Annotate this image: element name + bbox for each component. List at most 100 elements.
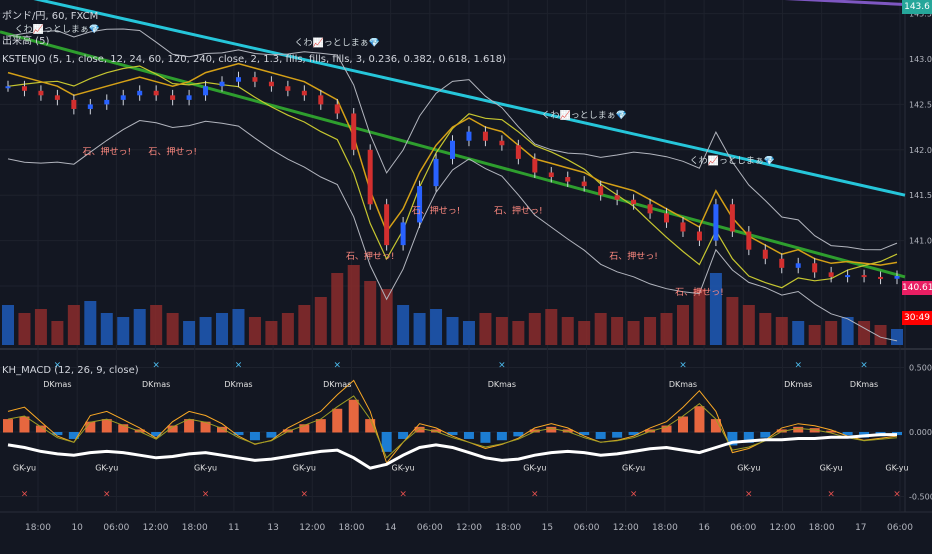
volume-bar [117,317,130,345]
volume-bar [133,309,146,345]
macd-histogram-bar [19,416,30,433]
candle-body [515,145,521,159]
candle-body [845,275,851,278]
macd-top-cross-icon: × [333,360,341,370]
time-tick-label: 12:00 [769,523,795,533]
macd-top-label: DKmas [850,380,878,389]
macd-histogram-bar [743,432,754,443]
volume-bar [479,313,492,345]
candle-body [499,140,505,146]
macd-bottom-label: GK-yu [885,464,908,473]
macd-top-cross-icon: × [498,360,506,370]
volume-bar [578,321,591,345]
volume-bar [726,297,739,345]
macd-histogram-bar [282,429,293,433]
time-tick-label: 15 [542,523,553,533]
macd-histogram-bar [414,426,425,433]
volume-bar [216,313,229,345]
macd-histogram-bar [496,432,507,441]
legend-volume[interactable]: 出来高 (5) [2,36,50,47]
macd-bottom-cross-icon: × [202,490,210,500]
price-tick-label: 141.500 [909,191,932,200]
macd-top-label: DKmas [488,380,516,389]
candle-body [417,186,423,223]
macd-histogram-bar [167,425,178,433]
macd-white-line [7,433,897,470]
macd-histogram-bar [315,419,326,433]
macd-histogram-bar [677,416,688,433]
candle-body [186,95,192,100]
macd-top-label: DKmas [43,380,71,389]
candle-body [433,158,439,187]
lower-band [7,119,898,342]
macd-legend[interactable]: KH_MACD (12, 26, 9, close) [2,365,139,376]
candle-body [21,86,27,91]
candle-body [828,272,834,277]
time-tick-label: 10 [71,523,83,533]
volume-bar [364,281,377,345]
macd-bottom-label: GK-yu [293,464,316,473]
volume-bar [462,321,475,345]
price-tick-label: 142.500 [909,100,932,109]
buy-signal-label: 石、押せっ! [148,145,197,157]
volume-bar [34,309,47,345]
candle-body [664,213,670,223]
candle-body [548,172,554,178]
buy-signal-label: 石、押せっ! [675,286,724,298]
macd-histogram-bar [661,425,672,433]
candle-body [746,231,752,250]
current-price-tag: 140.610 [902,281,932,295]
candle-body [779,258,785,268]
macd-bottom-label: GK-yu [523,464,546,473]
volume-bar [397,305,410,345]
candle-body [713,204,719,241]
candle-body [153,90,159,96]
volume-bar [611,317,624,345]
volume-bar [430,309,443,345]
volume-bar [825,321,838,345]
macd-histogram-bar [52,432,63,436]
macd-histogram-bar [628,432,639,436]
volume-bar [18,313,31,345]
candle-body [120,95,126,100]
volume-bar [495,317,508,345]
price-tick-label: 142.000 [909,146,932,155]
volume-bar [183,321,196,345]
legend-kstenjo[interactable]: KSTENJO (5, 1, close, 12, 24, 60, 120, 2… [2,54,506,65]
candle-body [729,204,735,232]
macd-bottom-cross-icon: × [103,490,111,500]
candle-body [268,81,274,87]
macd-tick-label: -0.500 [909,493,932,502]
macd-bottom-label: GK-yu [392,464,415,473]
sell-signal-label: くわ📈っとしまぁ💎 [15,23,100,35]
volume-bar [150,305,163,345]
candle-body [532,158,538,173]
candle-body [861,275,867,278]
candle-body [878,276,884,279]
buy-signal-label: 石、押せっ! [609,250,658,262]
volume-bar [594,313,607,345]
macd-histogram-bar [793,426,804,433]
volume-bar [232,309,245,345]
volume-bar [281,313,294,345]
volume-bar [676,305,689,345]
buy-signal-label: 石、押せっ! [494,204,543,216]
volume-bar [347,265,360,345]
candle-body [351,113,357,150]
volume-bar [67,305,80,345]
macd-top-label: DKmas [669,380,697,389]
volume-bar [51,321,64,345]
time-tick-label: 18:00 [25,523,51,533]
time-tick-label: 13 [267,523,278,533]
time-tick-label: 06:00 [574,523,600,533]
candle-body [235,77,241,82]
legend-symbol[interactable]: ポンド/円, 60, FXCM [2,11,99,22]
candle-body [318,95,324,105]
macd-histogram-bar [480,432,491,443]
macd-histogram-bar [694,406,705,433]
time-tick-label: 12:00 [613,523,639,533]
macd-histogram-bar [233,432,244,436]
macd-histogram-bar [348,399,359,433]
chart-legend[interactable]: ポンド/円, 60, FXCM 出来高 (5) KSTENJO (5, 1, c… [2,0,506,66]
